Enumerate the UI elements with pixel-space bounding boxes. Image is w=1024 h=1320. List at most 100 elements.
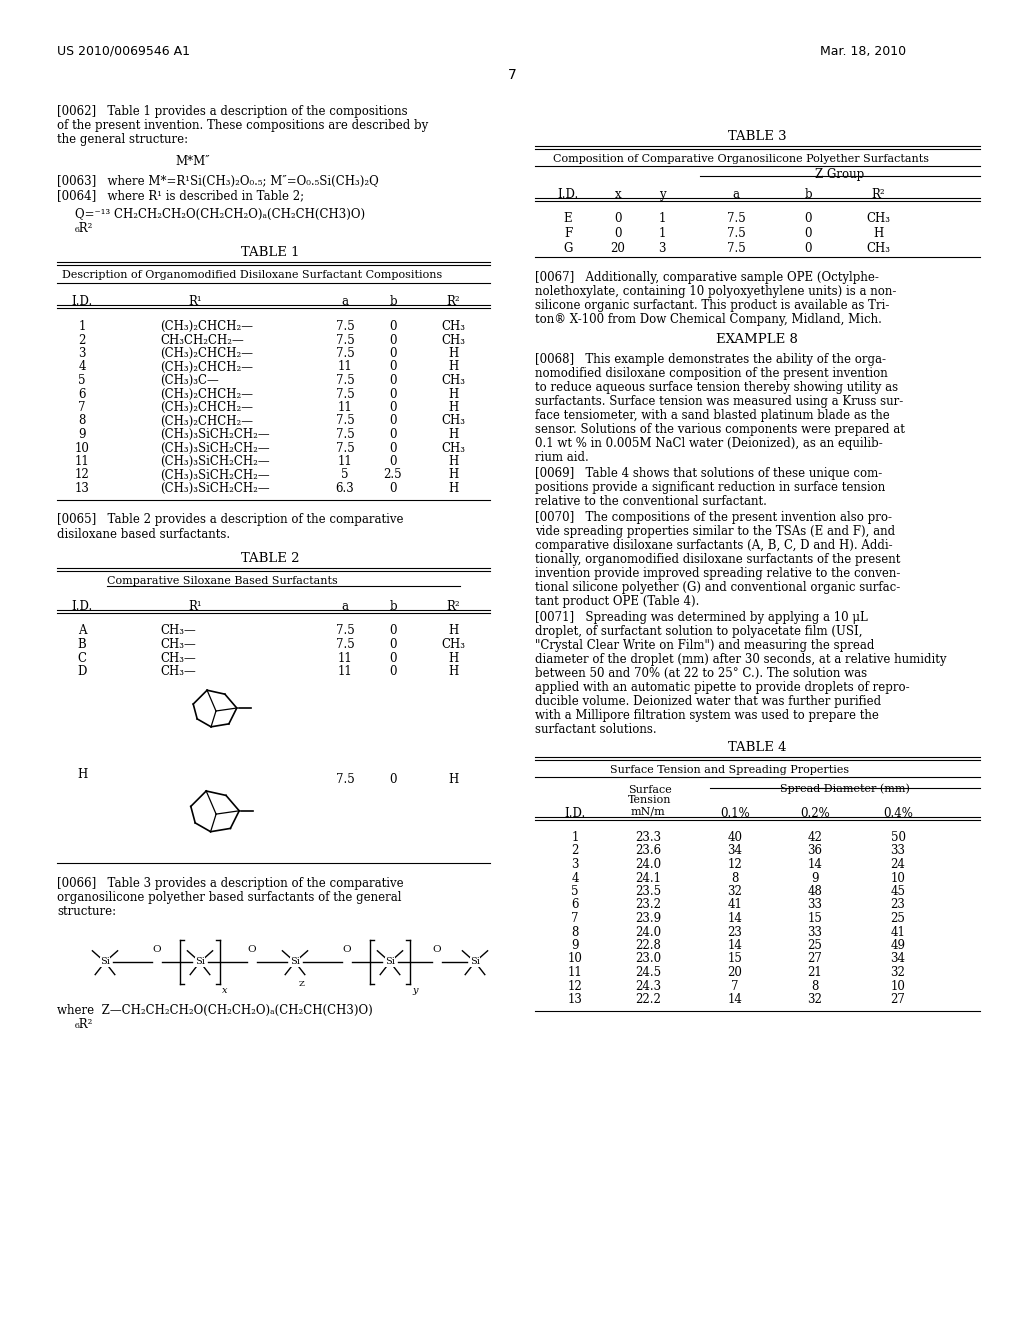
Text: 23: 23 bbox=[891, 899, 905, 912]
Text: H: H bbox=[447, 347, 458, 360]
Text: TABLE 3: TABLE 3 bbox=[728, 129, 786, 143]
Text: Mar. 18, 2010: Mar. 18, 2010 bbox=[820, 45, 906, 58]
Text: H: H bbox=[447, 774, 458, 785]
Text: CH₃—: CH₃— bbox=[160, 665, 196, 678]
Text: Surface Tension and Spreading Properties: Surface Tension and Spreading Properties bbox=[610, 766, 849, 775]
Text: "Crystal Clear Write on Film") and measuring the spread: "Crystal Clear Write on Film") and measu… bbox=[535, 639, 874, 652]
Text: 0: 0 bbox=[389, 374, 396, 387]
Text: 14: 14 bbox=[728, 993, 742, 1006]
Text: 0: 0 bbox=[389, 665, 396, 678]
Text: sensor. Solutions of the various components were prepared at: sensor. Solutions of the various compone… bbox=[535, 422, 905, 436]
Text: 24.3: 24.3 bbox=[635, 979, 662, 993]
Text: 0: 0 bbox=[614, 227, 622, 240]
Text: vide spreading properties similar to the TSAs (E and F), and: vide spreading properties similar to the… bbox=[535, 525, 895, 539]
Text: H: H bbox=[447, 401, 458, 414]
Text: Q=⁻¹³ CH₂CH₂CH₂O(CH₂CH₂O)ₐ(CH₂CH(CH3)O): Q=⁻¹³ CH₂CH₂CH₂O(CH₂CH₂O)ₐ(CH₂CH(CH3)O) bbox=[75, 209, 366, 220]
Text: 7.5: 7.5 bbox=[727, 213, 745, 224]
Text: CH₃: CH₃ bbox=[441, 414, 465, 428]
Text: 5: 5 bbox=[341, 469, 349, 482]
Text: structure:: structure: bbox=[57, 906, 116, 917]
Text: Si: Si bbox=[100, 957, 110, 966]
Text: (CH₃)₃C—: (CH₃)₃C— bbox=[160, 374, 219, 387]
Text: 7.5: 7.5 bbox=[336, 774, 354, 785]
Text: 7: 7 bbox=[731, 979, 738, 993]
Text: C: C bbox=[78, 652, 86, 664]
Text: 14: 14 bbox=[728, 939, 742, 952]
Text: 15: 15 bbox=[728, 953, 742, 965]
Text: [0070]   The compositions of the present invention also pro-: [0070] The compositions of the present i… bbox=[535, 511, 892, 524]
Text: 15: 15 bbox=[808, 912, 822, 925]
Text: H: H bbox=[447, 652, 458, 664]
Text: disiloxane based surfactants.: disiloxane based surfactants. bbox=[57, 528, 230, 540]
Text: 3: 3 bbox=[78, 347, 86, 360]
Text: Comparative Siloxane Based Surfactants: Comparative Siloxane Based Surfactants bbox=[106, 576, 338, 586]
Text: 7.5: 7.5 bbox=[336, 638, 354, 651]
Text: CH₃: CH₃ bbox=[866, 242, 890, 255]
Text: 11: 11 bbox=[75, 455, 89, 469]
Text: 10: 10 bbox=[75, 441, 89, 454]
Text: E: E bbox=[563, 213, 572, 224]
Text: where  Z—CH₂CH₂CH₂O(CH₂CH₂O)ₐ(CH₂CH(CH3)O): where Z—CH₂CH₂CH₂O(CH₂CH₂O)ₐ(CH₂CH(CH3)O… bbox=[57, 1005, 373, 1016]
Text: x: x bbox=[614, 187, 622, 201]
Text: 24: 24 bbox=[891, 858, 905, 871]
Text: 27: 27 bbox=[891, 993, 905, 1006]
Text: 0: 0 bbox=[389, 428, 396, 441]
Text: 0: 0 bbox=[389, 388, 396, 400]
Text: EXAMPLE 8: EXAMPLE 8 bbox=[716, 333, 798, 346]
Text: 0.4%: 0.4% bbox=[883, 807, 913, 820]
Text: Si: Si bbox=[195, 957, 205, 966]
Text: 23.6: 23.6 bbox=[635, 845, 662, 858]
Text: TABLE 4: TABLE 4 bbox=[728, 741, 786, 754]
Text: H: H bbox=[77, 768, 87, 781]
Text: O: O bbox=[343, 945, 351, 954]
Text: 32: 32 bbox=[728, 884, 742, 898]
Text: 0.1%: 0.1% bbox=[720, 807, 750, 820]
Text: 1: 1 bbox=[658, 227, 666, 240]
Text: 23: 23 bbox=[728, 925, 742, 939]
Text: Z: Z bbox=[299, 979, 305, 987]
Text: 22.2: 22.2 bbox=[635, 993, 660, 1006]
Text: (CH₃)₃SiCH₂CH₂—: (CH₃)₃SiCH₂CH₂— bbox=[160, 482, 269, 495]
Text: 8: 8 bbox=[731, 871, 738, 884]
Text: between 50 and 70% (at 22 to 25° C.). The solution was: between 50 and 70% (at 22 to 25° C.). Th… bbox=[535, 667, 867, 680]
Text: 20: 20 bbox=[728, 966, 742, 979]
Text: I.D.: I.D. bbox=[557, 187, 579, 201]
Text: CH₃: CH₃ bbox=[441, 319, 465, 333]
Text: Description of Organomodified Disiloxane Surfactant Compositions: Description of Organomodified Disiloxane… bbox=[62, 271, 442, 280]
Text: H: H bbox=[447, 624, 458, 638]
Text: 7.5: 7.5 bbox=[727, 242, 745, 255]
Text: CH₃: CH₃ bbox=[441, 374, 465, 387]
Text: Tension: Tension bbox=[629, 795, 672, 805]
Text: tional silicone polyether (G) and conventional organic surfac-: tional silicone polyether (G) and conven… bbox=[535, 581, 900, 594]
Text: 9: 9 bbox=[78, 428, 86, 441]
Text: [0065]   Table 2 provides a description of the comparative: [0065] Table 2 provides a description of… bbox=[57, 513, 403, 527]
Text: 10: 10 bbox=[891, 979, 905, 993]
Text: y: y bbox=[412, 986, 418, 995]
Text: 2: 2 bbox=[78, 334, 86, 346]
Text: 11: 11 bbox=[338, 455, 352, 469]
Text: 0: 0 bbox=[389, 360, 396, 374]
Text: 8: 8 bbox=[78, 414, 86, 428]
Text: 23.5: 23.5 bbox=[635, 884, 662, 898]
Text: CH₃: CH₃ bbox=[441, 334, 465, 346]
Text: the general structure:: the general structure: bbox=[57, 133, 188, 147]
Text: 0: 0 bbox=[389, 624, 396, 638]
Text: CH₃—: CH₃— bbox=[160, 638, 196, 651]
Text: face tensiometer, with a sand blasted platinum blade as the: face tensiometer, with a sand blasted pl… bbox=[535, 409, 890, 422]
Text: (CH₃)₂CHCH₂—: (CH₃)₂CHCH₂— bbox=[160, 360, 253, 374]
Text: H: H bbox=[447, 469, 458, 482]
Text: 50: 50 bbox=[891, 832, 905, 843]
Text: 0: 0 bbox=[389, 334, 396, 346]
Text: 12: 12 bbox=[728, 858, 742, 871]
Text: H: H bbox=[447, 455, 458, 469]
Text: 0: 0 bbox=[389, 638, 396, 651]
Text: 5: 5 bbox=[78, 374, 86, 387]
Text: 14: 14 bbox=[808, 858, 822, 871]
Text: 1: 1 bbox=[658, 213, 666, 224]
Text: invention provide improved spreading relative to the conven-: invention provide improved spreading rel… bbox=[535, 568, 900, 579]
Text: 41: 41 bbox=[891, 925, 905, 939]
Text: droplet, of surfactant solution to polyacetate film (USI,: droplet, of surfactant solution to polya… bbox=[535, 624, 862, 638]
Text: 14: 14 bbox=[728, 912, 742, 925]
Text: (CH₃)₂CHCH₂—: (CH₃)₂CHCH₂— bbox=[160, 388, 253, 400]
Text: 7.5: 7.5 bbox=[336, 388, 354, 400]
